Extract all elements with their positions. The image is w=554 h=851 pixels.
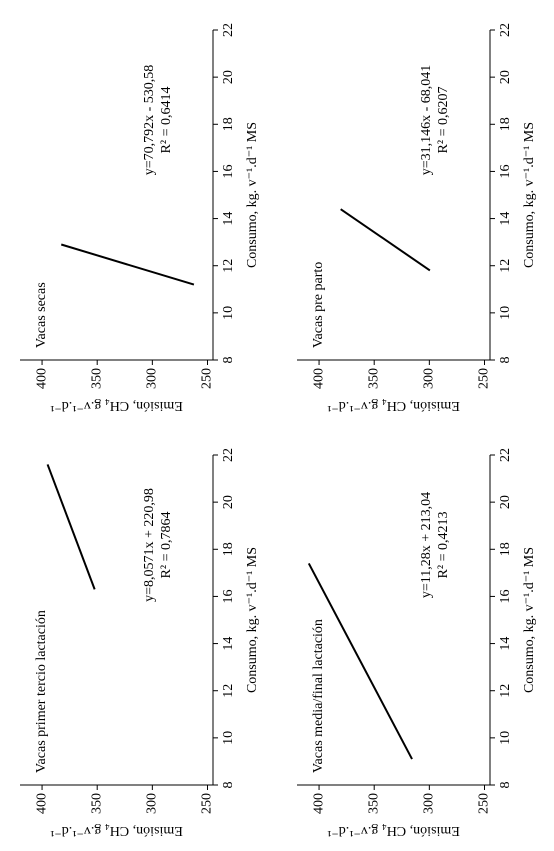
regression-line: [46, 464, 96, 590]
x-tick-label: 18: [498, 542, 513, 556]
x-tick-label: 16: [498, 164, 513, 178]
x-tick-label: 14: [221, 637, 236, 651]
x-tick-label: 16: [498, 589, 513, 603]
annotation: y=31,146x - 68,041: [419, 65, 434, 176]
y-tick-label: 350: [89, 368, 104, 389]
y-tick-label: 300: [422, 368, 437, 389]
annotation: R² = 0,4213: [436, 512, 451, 579]
x-tick-label: 10: [221, 731, 236, 745]
x-axis-label: Consumo, kg. v⁻¹.d⁻¹ MS: [522, 547, 537, 693]
x-tick-label: 20: [221, 70, 236, 84]
annotation: R² = 0,6414: [159, 87, 174, 154]
y-tick-label: 300: [145, 793, 160, 814]
chart-title: Vacas primer tercio lactación: [34, 610, 49, 773]
x-tick-label: 12: [221, 259, 236, 273]
y-tick-label: 300: [145, 368, 160, 389]
chart-title: Vacas secas: [34, 282, 49, 348]
x-tick-label: 18: [221, 117, 236, 131]
x-tick-label: 22: [498, 23, 513, 37]
y-tick-label: 250: [200, 368, 215, 389]
y-tick-label: 400: [311, 368, 326, 389]
y-tick-label: 350: [89, 793, 104, 814]
panel: 8 10 12 14 16 18 20 22 250 300 350 400 Consumo, kg. …: [20, 448, 260, 838]
y-tick-label: 250: [200, 793, 215, 814]
x-tick-label: 18: [498, 117, 513, 131]
x-tick-label: 16: [221, 589, 236, 603]
panel: 8 10 12 14 16 18 20 22 250 300 350 400 Consumo, kg. …: [297, 448, 537, 838]
x-tick-label: 22: [498, 448, 513, 462]
annotation: R² = 0,6207: [436, 87, 451, 154]
x-tick-label: 22: [221, 448, 236, 462]
y-axis-label: Emisión, CH₄ g.v⁻¹.d⁻¹: [50, 823, 183, 838]
x-tick-label: 10: [498, 306, 513, 320]
panel: 8 10 12 14 16 18 20 22 250 300 350 400 Consumo, kg. …: [297, 23, 537, 413]
panel: 8 10 12 14 16 18 20 22 250 300 350 400 Consumo, kg. …: [20, 23, 260, 413]
y-tick-label: 350: [366, 368, 381, 389]
chart-title: Vacas pre parto: [311, 262, 326, 348]
regression-line: [60, 243, 195, 286]
y-tick-label: 350: [366, 793, 381, 814]
x-tick-label: 20: [498, 70, 513, 84]
y-tick-label: 300: [422, 793, 437, 814]
y-axis-label: Emisión, CH₄ g.v⁻¹.d⁻¹: [327, 398, 460, 413]
x-tick-label: 12: [498, 684, 513, 698]
x-tick-label: 14: [498, 637, 513, 651]
x-tick-label: 8: [221, 357, 236, 364]
x-tick-label: 18: [221, 542, 236, 556]
x-tick-label: 20: [498, 495, 513, 509]
x-tick-label: 14: [221, 212, 236, 226]
annotation: y=8,0571x + 220,98: [142, 488, 157, 602]
annotation: R² = 0,7864: [159, 512, 174, 579]
x-axis-label: Consumo, kg. v⁻¹.d⁻¹ MS: [245, 122, 260, 268]
regression-line: [340, 208, 431, 272]
x-tick-label: 12: [221, 684, 236, 698]
x-tick-label: 8: [498, 357, 513, 364]
chart-title: Vacas media/final lactación: [311, 619, 326, 773]
y-tick-label: 400: [34, 368, 49, 389]
x-tick-label: 8: [498, 782, 513, 789]
x-tick-label: 10: [498, 731, 513, 745]
y-axis-label: Emisión, CH₄ g.v⁻¹.d⁻¹: [327, 823, 460, 838]
x-tick-label: 8: [221, 782, 236, 789]
x-axis-label: Consumo, kg. v⁻¹.d⁻¹ MS: [522, 122, 537, 268]
annotation: y=70,792x - 530,58: [142, 65, 157, 176]
y-axis-label: Emisión, CH₄ g.v⁻¹.d⁻¹: [50, 398, 183, 413]
y-tick-label: 400: [311, 793, 326, 814]
x-tick-label: 14: [498, 212, 513, 226]
annotation: y=11,28x + 213,04: [419, 492, 434, 598]
y-tick-label: 250: [477, 368, 492, 389]
y-tick-label: 400: [34, 793, 49, 814]
x-tick-label: 12: [498, 259, 513, 273]
x-tick-label: 20: [221, 495, 236, 509]
x-tick-label: 22: [221, 23, 236, 37]
x-tick-label: 10: [221, 306, 236, 320]
x-tick-label: 16: [221, 164, 236, 178]
x-axis-label: Consumo, kg. v⁻¹.d⁻¹ MS: [245, 547, 260, 693]
y-tick-label: 250: [477, 793, 492, 814]
regression-line: [307, 562, 413, 760]
